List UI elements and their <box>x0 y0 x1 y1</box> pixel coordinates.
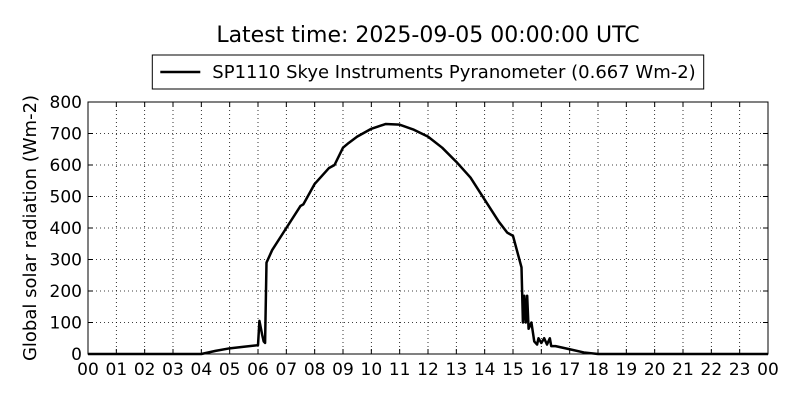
y-tick-label: 300 <box>50 251 82 271</box>
x-tick-label: 02 <box>134 360 156 380</box>
x-tick-label: 01 <box>106 360 128 380</box>
x-tick-label: 19 <box>616 360 638 380</box>
x-tick-label: 06 <box>247 360 269 380</box>
x-tick-label: 21 <box>672 360 694 380</box>
x-tick-label: 11 <box>389 360 411 380</box>
legend-label: SP1110 Skye Instruments Pyranometer (0.6… <box>212 62 695 83</box>
plot-frame <box>87 101 769 355</box>
data-line <box>88 122 768 356</box>
x-tick-label: 15 <box>502 360 524 380</box>
y-tick-label: 800 <box>50 93 82 113</box>
y-tick-label: 600 <box>50 156 82 176</box>
x-tick-label: 10 <box>361 360 383 380</box>
x-tick-label: 09 <box>332 360 354 380</box>
y-tick-label: 500 <box>50 188 82 208</box>
chart-title: Latest time: 2025-09-05 00:00:00 UTC <box>216 23 639 48</box>
x-tick-label: 05 <box>219 360 241 380</box>
x-tick-label: 16 <box>531 360 553 380</box>
x-tick-label: 13 <box>446 360 468 380</box>
x-tick-label: 20 <box>644 360 666 380</box>
x-tick-label: 17 <box>559 360 581 380</box>
y-tick-label: 100 <box>50 314 82 334</box>
x-tick-label: 08 <box>304 360 326 380</box>
x-tick-label: 00 <box>757 360 779 380</box>
y-axis-label: Global solar radiation (Wm-2) <box>20 95 41 361</box>
x-tick-label: 03 <box>162 360 184 380</box>
x-tick-label: 14 <box>474 360 496 380</box>
y-tick-label: 700 <box>50 125 82 145</box>
legend-box <box>151 54 705 90</box>
x-tick-label: 12 <box>417 360 439 380</box>
x-tick-label: 07 <box>276 360 298 380</box>
y-tick-label: 200 <box>50 282 82 302</box>
y-tick-label: 0 <box>71 345 82 365</box>
x-tick-label: 22 <box>701 360 723 380</box>
x-tick-label: 23 <box>729 360 751 380</box>
legend: SP1110 Skye Instruments Pyranometer (0.6… <box>151 54 705 90</box>
x-tick-label: 04 <box>191 360 213 380</box>
y-tick-label: 400 <box>50 219 82 239</box>
x-tick-label: 18 <box>587 360 609 380</box>
x-tick-label: 00 <box>77 360 99 380</box>
